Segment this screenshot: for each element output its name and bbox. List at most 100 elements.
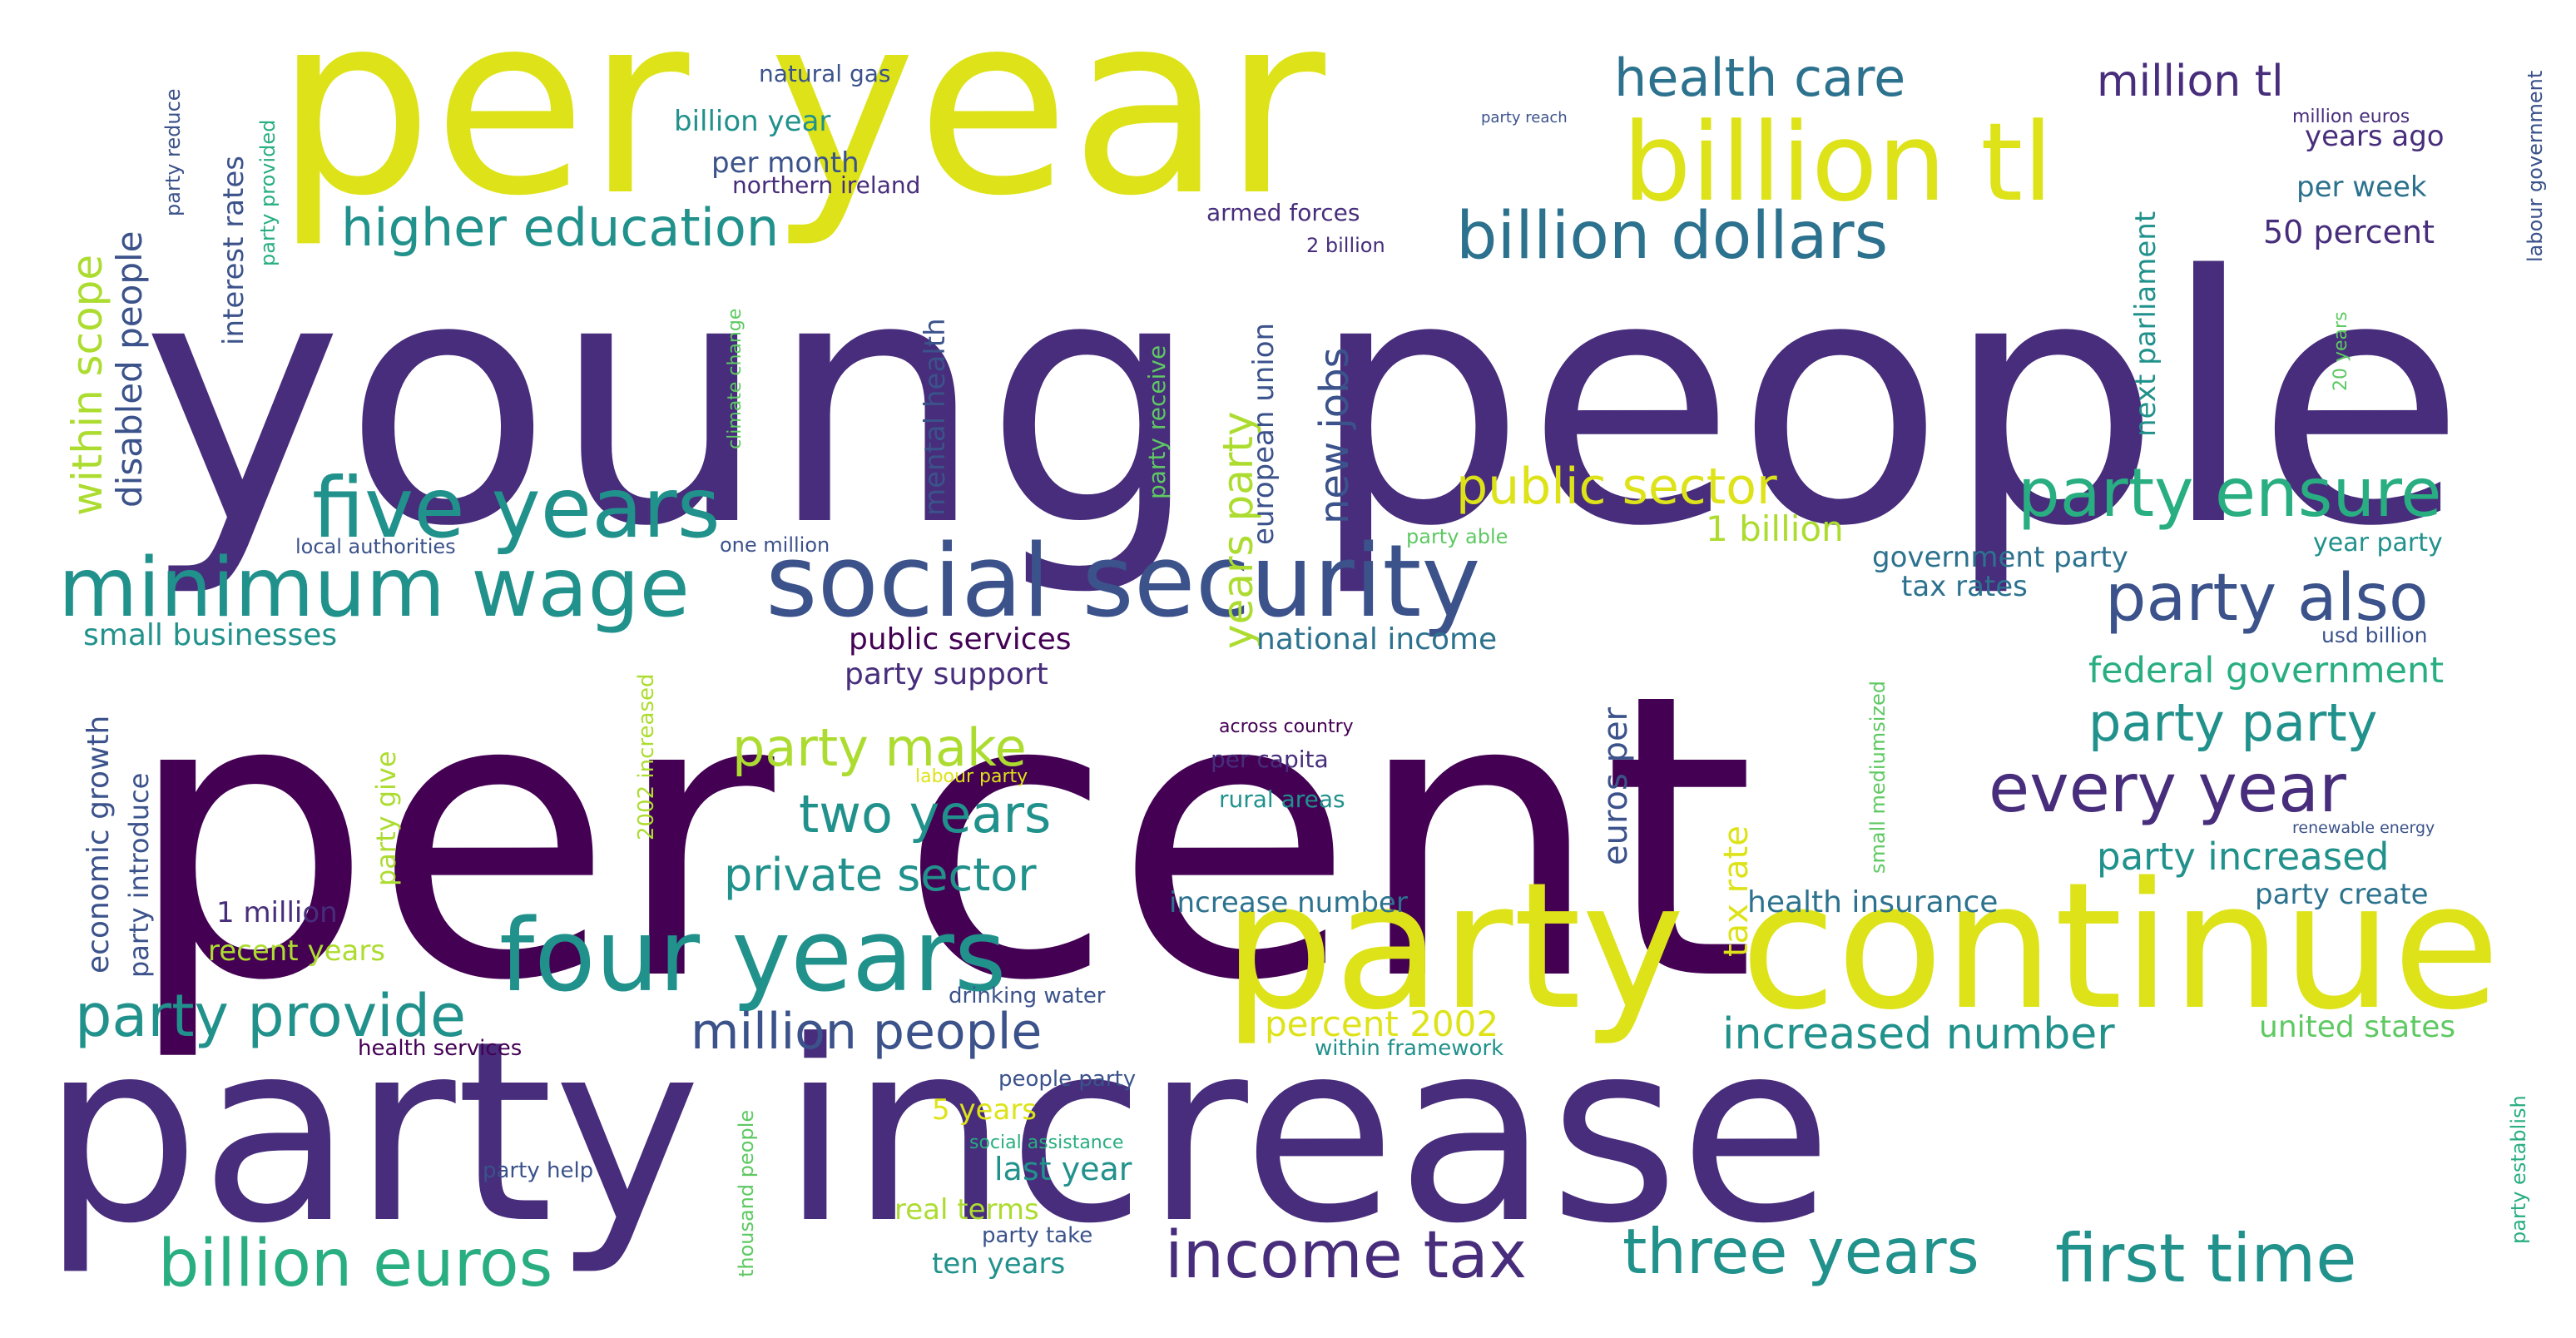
word-small-mediumsized: small mediumsized [1866, 681, 1890, 874]
word-per-week: per week [2296, 171, 2427, 204]
word-2002-increased: 2002 increased [634, 673, 659, 840]
word-1-billion: 1 billion [1706, 508, 1844, 549]
word-european-union: european union [1247, 323, 1281, 545]
word-one-million: one million [720, 533, 830, 557]
word-recent-years: recent years [208, 934, 385, 968]
word-per-year: per year [275, 0, 1328, 250]
word-billion-euros: billion euros [158, 1226, 552, 1301]
word-northern-ireland: northern ireland [732, 171, 920, 199]
word-income-tax: income tax [1165, 1218, 1527, 1293]
word-party-provide: party provide [75, 982, 466, 1050]
word-billion-dollars: billion dollars [1456, 199, 1888, 274]
word-climate-change: climate change [725, 309, 746, 449]
word-party-create: party create [2255, 878, 2429, 911]
word-national-income: national income [1256, 622, 1497, 657]
word-last-year: last year [994, 1151, 1132, 1187]
word-1-million: 1 million [216, 896, 338, 929]
word-local-authorities: local authorities [295, 535, 456, 558]
word-united-states: united states [2259, 1010, 2455, 1044]
word-next-parliament: next parliament [2129, 211, 2162, 437]
word-euros-per: euros per [1597, 706, 1635, 865]
word-party-provided: party provided [256, 120, 280, 266]
word-real-terms: real terms [894, 1193, 1039, 1226]
word-party-establish: party establish [2507, 1095, 2530, 1244]
word-years-ago: years ago [2305, 120, 2445, 153]
word-year-party: year party [2313, 528, 2443, 558]
word-million-people: million people [691, 1003, 1042, 1061]
word-health-insurance: health insurance [1747, 885, 1998, 919]
word-party-receive: party receive [1143, 345, 1171, 499]
word-million-tl: million tl [2097, 57, 2284, 107]
word-across-country: across country [1219, 716, 1354, 737]
word-party-party: party party [2088, 692, 2377, 753]
word-social-security: social security [765, 524, 1480, 640]
word-within-framework: within framework [1315, 1036, 1503, 1061]
word-50-percent: 50 percent [2263, 214, 2435, 250]
word-mental-health: mental health [919, 318, 952, 516]
word-tax-rate: tax rate [1717, 825, 1756, 957]
word-party-increase: party increase [42, 988, 1833, 1278]
word-three-years: three years [1622, 1215, 1979, 1288]
word-per-month: per month [711, 146, 859, 180]
word-interest-rates: interest rates [217, 156, 250, 345]
word-million-euros: million euros [2292, 107, 2410, 127]
word-higher-education: higher education [341, 197, 779, 258]
word-increase-number: increase number [1169, 886, 1408, 919]
word-5-years: 5 years [932, 1093, 1037, 1127]
word-2-billion: 2 billion [1306, 234, 1385, 257]
word-public-services: public services [849, 622, 1071, 657]
word-ten-years: ten years [932, 1247, 1065, 1281]
word-party-increased: party increased [2097, 835, 2389, 879]
word-people-party: people party [998, 1067, 1136, 1092]
word-party-continue: party continue [1223, 845, 2500, 1048]
word-two-years: two years [799, 784, 1051, 845]
word-five-years: five years [312, 459, 721, 557]
word-natural-gas: natural gas [759, 60, 891, 87]
word-labour-government: labour government [2524, 71, 2547, 262]
word-party-able: party able [1406, 525, 1508, 548]
word-usd-billion: usd billion [2321, 623, 2427, 647]
word-four-years: four years [499, 899, 1006, 1014]
word-within-scope: within scope [63, 255, 111, 516]
word-armed-forces: armed forces [1206, 199, 1360, 226]
word-tax-rates: tax rates [1901, 570, 2028, 603]
word-party-also: party also [2105, 561, 2429, 636]
word-young-people: young people [141, 203, 2466, 601]
word-small-businesses: small businesses [83, 618, 337, 652]
word-health-services: health services [358, 1036, 522, 1061]
word-private-sector: private sector [724, 849, 1037, 901]
word-renewable-energy: renewable energy [2292, 819, 2435, 837]
word-every-year: every year [1989, 750, 2346, 827]
word-billion-tl: billion tl [1622, 99, 2053, 225]
word-labour-party: labour party [915, 766, 1028, 787]
word-minimum-wage: minimum wage [58, 541, 690, 636]
word-federal-government: federal government [2088, 650, 2444, 691]
word-party-help: party help [483, 1158, 593, 1183]
word-party-reach: party reach [1481, 109, 1568, 126]
word-drinking-water: drinking water [949, 984, 1106, 1008]
word-public-sector: public sector [1456, 458, 1777, 516]
word-economic-growth: economic growth [82, 716, 116, 974]
word-party-support: party support [845, 657, 1048, 691]
word-party-give: party give [370, 751, 402, 886]
word-social-assistance: social assistance [969, 1132, 1123, 1153]
word-disabled-people: disabled people [109, 231, 150, 508]
word-thousand-people: thousand people [735, 1110, 758, 1277]
word-party-introduce: party introduce [123, 773, 155, 978]
word-party-take: party take [982, 1223, 1092, 1248]
word-government-party: government party [1872, 541, 2128, 574]
word-party-reduce: party reduce [161, 88, 185, 216]
word-first-time: first time [2055, 1220, 2357, 1297]
word-party-make: party make [732, 717, 1027, 778]
word-billion-year: billion year [674, 105, 830, 138]
word-health-care: health care [1614, 47, 1905, 108]
word-per-capita: per capita [1211, 746, 1329, 773]
word-increased-number: increased number [1722, 1009, 2115, 1059]
word-percent-2002: percent 2002 [1265, 1004, 1499, 1044]
word-years-party: years party [1214, 411, 1262, 649]
word-20-years: 20 years [2331, 311, 2351, 391]
word-new-jobs: new jobs [1311, 347, 1358, 524]
word-rural-areas: rural areas [1219, 785, 1345, 813]
